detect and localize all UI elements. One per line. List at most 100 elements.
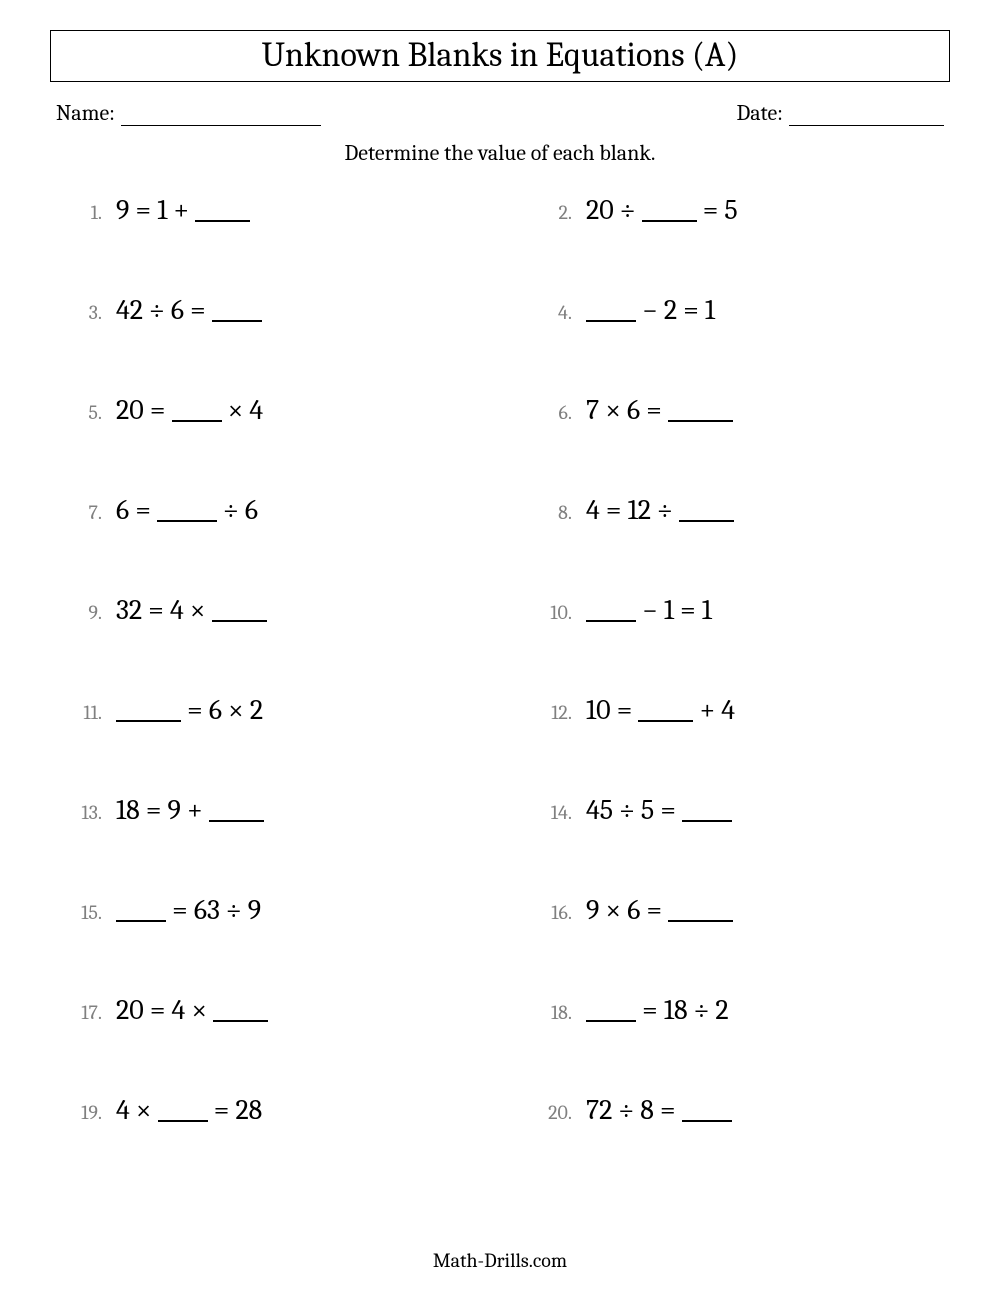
equation: = 6 × 2: [116, 694, 263, 726]
equation-text: = 18 ÷ 2: [636, 994, 729, 1026]
problem-cell: 17.20 = 4 ×: [70, 994, 510, 1026]
answer-blank[interactable]: [586, 318, 636, 322]
problem-cell: 5.20 = × 4: [70, 394, 510, 426]
question-number: 2.: [540, 201, 586, 224]
problem-cell: 7.6 = ÷ 6: [70, 494, 510, 526]
problem-cell: 4. − 2 = 1: [510, 294, 950, 326]
equation: 4 × = 28: [116, 1094, 262, 1126]
equation-text: − 2 = 1: [636, 294, 715, 326]
equation-text: 4 = 12 ÷: [586, 494, 679, 526]
equation: 4 = 12 ÷: [586, 494, 734, 526]
equation-text: 9 = 1 +: [116, 194, 195, 226]
problem-cell: 1.9 = 1 +: [70, 194, 510, 226]
question-number: 12.: [540, 701, 586, 724]
question-number: 20.: [540, 1101, 586, 1124]
equation-text: = 5: [697, 194, 738, 226]
question-number: 18.: [540, 1001, 586, 1024]
worksheet-page: Unknown Blanks in Equations (A) Name: Da…: [0, 0, 1000, 1126]
answer-blank[interactable]: [642, 218, 697, 222]
equation-text: + 4: [693, 694, 735, 726]
equation: 18 = 9 +: [116, 794, 264, 826]
answer-blank[interactable]: [209, 818, 264, 822]
problem-cell: 14.45 ÷ 5 =: [510, 794, 950, 826]
question-number: 9.: [70, 601, 116, 624]
equation-text: − 1 = 1: [636, 594, 712, 626]
date-field: Date:: [736, 100, 944, 126]
answer-blank[interactable]: [172, 418, 222, 422]
answer-blank[interactable]: [116, 918, 166, 922]
answer-blank[interactable]: [212, 618, 267, 622]
equation: 10 = + 4: [586, 694, 735, 726]
answer-blank[interactable]: [586, 1018, 636, 1022]
equation-text: ÷ 6: [217, 494, 258, 526]
equation-text: 10 =: [586, 694, 638, 726]
name-blank[interactable]: [121, 104, 321, 126]
answer-blank[interactable]: [682, 818, 732, 822]
equation-text: = 28: [208, 1094, 263, 1126]
question-number: 13.: [70, 801, 116, 824]
name-field: Name:: [56, 100, 321, 126]
equation: 20 = × 4: [116, 394, 263, 426]
equation-text: = 6 × 2: [181, 694, 263, 726]
equation: 72 ÷ 8 =: [586, 1094, 732, 1126]
equation-text: 20 =: [116, 394, 172, 426]
equation-text: 20 = 4 ×: [116, 994, 213, 1026]
problem-cell: 2.20 ÷ = 5: [510, 194, 950, 226]
equation: 9 × 6 =: [586, 894, 733, 926]
equation-text: 20 ÷: [586, 194, 642, 226]
instructions: Determine the value of each blank.: [50, 140, 950, 166]
equation: 9 = 1 +: [116, 194, 250, 226]
problem-cell: 10. − 1 = 1: [510, 594, 950, 626]
problem-cell: 8.4 = 12 ÷: [510, 494, 950, 526]
equation: − 2 = 1: [586, 294, 715, 326]
equation-text: 9 × 6 =: [586, 894, 668, 926]
answer-blank[interactable]: [668, 418, 733, 422]
equation-text: 32 = 4 ×: [116, 594, 212, 626]
footer: Math-Drills.com: [0, 1249, 1000, 1272]
problem-grid: 1.9 = 1 + 2.20 ÷ = 5 3.42 ÷ 6 = 4. − 2 = …: [50, 194, 950, 1126]
answer-blank[interactable]: [682, 1118, 732, 1122]
question-number: 7.: [70, 501, 116, 524]
equation: 42 ÷ 6 =: [116, 294, 262, 326]
question-number: 14.: [540, 801, 586, 824]
meta-row: Name: Date:: [50, 100, 950, 126]
problem-cell: 19.4 × = 28: [70, 1094, 510, 1126]
answer-blank[interactable]: [213, 1018, 268, 1022]
answer-blank[interactable]: [116, 718, 181, 722]
equation-text: 7 × 6 =: [586, 394, 668, 426]
equation: 7 × 6 =: [586, 394, 733, 426]
equation-text: 6 =: [116, 494, 157, 526]
problem-cell: 20.72 ÷ 8 =: [510, 1094, 950, 1126]
problem-cell: 3.42 ÷ 6 =: [70, 294, 510, 326]
equation-text: 72 ÷ 8 =: [586, 1094, 682, 1126]
equation: − 1 = 1: [586, 594, 712, 626]
question-number: 19.: [70, 1101, 116, 1124]
page-title: Unknown Blanks in Equations (A): [51, 35, 949, 75]
answer-blank[interactable]: [668, 918, 733, 922]
answer-blank[interactable]: [195, 218, 250, 222]
date-blank[interactable]: [789, 104, 944, 126]
answer-blank[interactable]: [158, 1118, 208, 1122]
answer-blank[interactable]: [638, 718, 693, 722]
question-number: 8.: [540, 501, 586, 524]
equation-text: 4 ×: [116, 1094, 158, 1126]
question-number: 6.: [540, 401, 586, 424]
question-number: 1.: [70, 201, 116, 224]
question-number: 10.: [540, 601, 586, 624]
answer-blank[interactable]: [679, 518, 734, 522]
problem-cell: 13.18 = 9 +: [70, 794, 510, 826]
problem-cell: 15. = 63 ÷ 9: [70, 894, 510, 926]
problem-cell: 12.10 = + 4: [510, 694, 950, 726]
problem-cell: 16.9 × 6 =: [510, 894, 950, 926]
question-number: 5.: [70, 401, 116, 424]
equation-text: 18 = 9 +: [116, 794, 209, 826]
question-number: 3.: [70, 301, 116, 324]
equation: 20 = 4 ×: [116, 994, 268, 1026]
equation: 20 ÷ = 5: [586, 194, 738, 226]
name-label: Name:: [56, 100, 115, 126]
problem-cell: 6.7 × 6 =: [510, 394, 950, 426]
question-number: 15.: [70, 901, 116, 924]
answer-blank[interactable]: [157, 518, 217, 522]
answer-blank[interactable]: [586, 618, 636, 622]
answer-blank[interactable]: [212, 318, 262, 322]
